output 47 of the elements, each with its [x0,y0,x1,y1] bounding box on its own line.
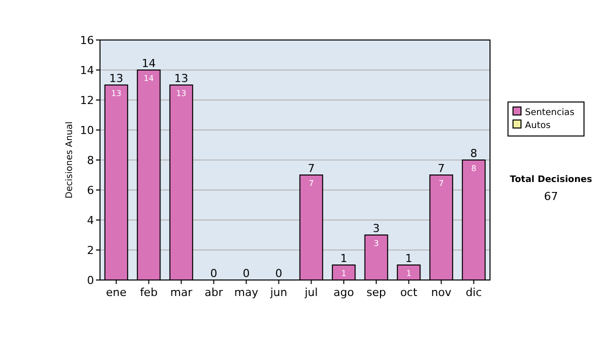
y-axis-title: Decisiones Anual [65,122,75,198]
x-tick-label: may [234,286,259,299]
total-label: 7 [438,162,445,175]
total-label: 1 [340,252,348,265]
total-label: 3 [372,222,380,235]
x-tick-label: jun [269,286,288,299]
x-tick-label: jul [304,286,318,299]
data-label: 14 [144,74,154,83]
y-tick-label: 10 [80,124,94,137]
total-label: 0 [210,267,218,280]
total-label: 0 [242,267,250,280]
total-label: 1 [405,252,412,265]
y-tick-label: 0 [87,274,94,287]
total-label: 13 [109,72,124,85]
total-label: 14 [142,57,156,70]
y-tick-label: 16 [80,34,94,47]
text: Total Decisiones [510,175,592,185]
y-tick-label: 6 [87,184,94,197]
y-tick-label: 8 [87,154,94,167]
x-tick-label: dic [466,286,482,299]
x-tick-label: ago [334,286,354,299]
x-tick-label: oct [400,286,418,299]
x-tick-label: feb [140,286,158,299]
x-tick-label: ene [106,286,127,299]
total-label: 0 [275,267,282,280]
y-tick-label: 12 [80,94,94,107]
total-label: 7 [308,162,315,175]
y-tick-label: 2 [87,244,94,257]
data-label: 1 [406,269,412,278]
data-label: 3 [374,239,379,248]
text: 67 [544,190,558,203]
legend-label: Sentencias [525,108,575,118]
y-tick-label: 14 [80,64,94,77]
data-label: 8 [471,164,476,173]
data-label: 7 [308,179,314,188]
data-label: 13 [111,89,122,98]
x-tick-label: mar [170,286,193,299]
y-tick-label: 4 [87,214,94,227]
total-label: 13 [174,72,188,85]
data-label: 13 [176,89,186,98]
data-label: 7 [438,179,444,188]
x-tick-label: sep [366,286,386,299]
legend-label: Autos [525,121,551,131]
data-label: 1 [341,269,346,278]
x-tick-label: nov [431,286,452,299]
total-label: 8 [470,147,478,160]
x-tick-label: abr [204,286,224,299]
